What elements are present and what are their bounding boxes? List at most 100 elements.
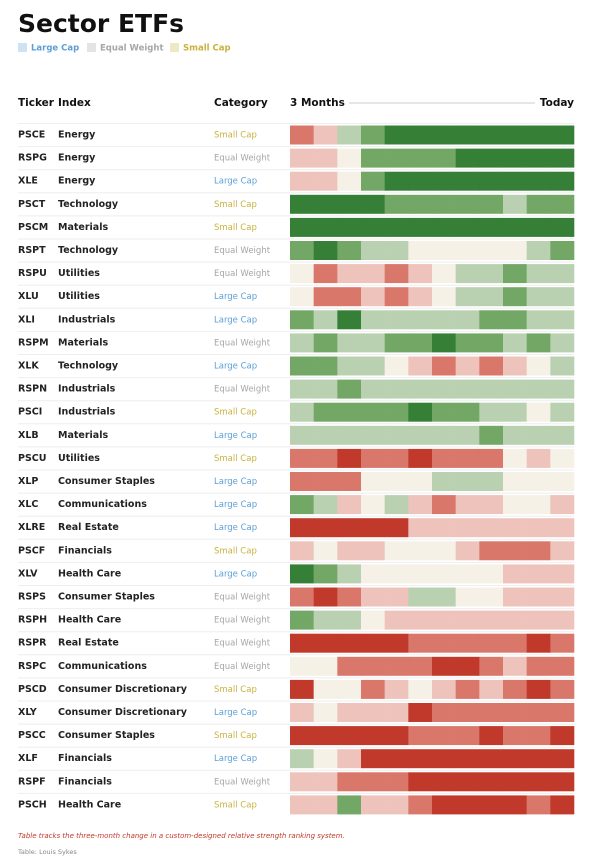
heat-cell: [455, 795, 480, 815]
category: Large Cap: [214, 500, 257, 510]
heat-cell: [361, 171, 385, 191]
heat-cell: [455, 356, 480, 376]
category: Equal Weight: [214, 269, 271, 279]
column-header: 3 Months: [290, 97, 345, 109]
heat-cell: [455, 125, 480, 145]
heat-cell: [361, 749, 385, 769]
heat-cell: [384, 472, 409, 491]
ticker: XLC: [18, 499, 38, 510]
ticker: PSCU: [18, 453, 47, 464]
ticker: XLE: [18, 176, 38, 187]
heat-cell: [337, 148, 362, 168]
category: Small Cap: [214, 731, 257, 741]
heat-cell: [337, 656, 362, 676]
category: Large Cap: [214, 177, 257, 187]
heat-cell: [432, 379, 456, 399]
heat-cell: [408, 610, 433, 630]
heat-cell: [313, 402, 338, 422]
heat-cell: [479, 703, 504, 722]
heat-cell: [408, 425, 433, 445]
category: Large Cap: [214, 477, 257, 487]
heat-cell: [432, 425, 456, 445]
heat-cell: [526, 633, 551, 653]
heat-cell: [290, 310, 314, 330]
heat-cell: [432, 749, 456, 769]
heat-cell: [550, 333, 575, 353]
heat-cell: [503, 772, 527, 792]
heat-cell: [455, 194, 480, 214]
heat-cell: [313, 656, 338, 676]
heat-cell: [361, 425, 385, 445]
heat-cell: [479, 679, 504, 699]
category: Large Cap: [214, 315, 257, 325]
heat-cell: [503, 125, 527, 145]
heat-cell: [361, 264, 385, 284]
heat-cell: [408, 125, 433, 145]
heat-cell: [408, 287, 433, 307]
category: Small Cap: [214, 800, 257, 810]
heat-cell: [455, 495, 480, 515]
heat-cell: [337, 472, 362, 491]
heat-cell: [408, 194, 433, 214]
heat-cell: [503, 564, 527, 584]
heat-cell: [361, 125, 385, 145]
heat-cell: [479, 310, 504, 330]
heat-cell: [455, 379, 480, 399]
ticker: PSCT: [18, 199, 46, 210]
heat-cell: [384, 564, 409, 584]
heat-cell: [384, 495, 409, 515]
heat-cell: [408, 541, 433, 561]
category: Large Cap: [214, 362, 257, 372]
heat-cell: [337, 379, 362, 399]
heat-cell: [290, 633, 314, 653]
heat-cell: [361, 402, 385, 422]
heat-cell: [455, 217, 480, 237]
index-name: Health Care: [58, 799, 121, 810]
category: Small Cap: [214, 454, 257, 464]
heat-cell: [550, 587, 575, 607]
heat-cell: [361, 379, 385, 399]
heat-cell: [313, 241, 338, 260]
heat-cell: [408, 472, 433, 491]
heat-cell: [550, 448, 575, 468]
heat-cell: [361, 772, 385, 792]
heat-cell: [479, 402, 504, 422]
heat-cell: [550, 287, 575, 307]
index-name: Technology: [58, 199, 119, 210]
heat-cell: [337, 171, 362, 191]
heat-cell: [313, 726, 338, 746]
heat-cell: [550, 310, 575, 330]
heat-cell: [290, 402, 314, 422]
heat-cell: [479, 125, 504, 145]
category: Small Cap: [214, 131, 257, 141]
heat-cell: [526, 679, 551, 699]
heat-cell: [361, 217, 385, 237]
index-name: Technology: [58, 361, 119, 372]
index-name: Energy: [58, 153, 96, 164]
heat-cell: [432, 726, 456, 746]
heat-cell: [503, 148, 527, 168]
heat-cell: [313, 333, 338, 353]
heat-cell: [479, 495, 504, 515]
category: Large Cap: [214, 754, 257, 764]
heat-cell: [432, 171, 456, 191]
category: Equal Weight: [214, 246, 271, 256]
heat-cell: [408, 356, 433, 376]
ticker: RSPS: [18, 592, 46, 603]
heat-cell: [550, 495, 575, 515]
heat-cell: [455, 241, 480, 260]
ticker: XLB: [18, 430, 39, 441]
heat-cell: [479, 356, 504, 376]
heat-cell: [290, 356, 314, 376]
heat-cell: [550, 194, 575, 214]
heat-cell: [290, 148, 314, 168]
heat-cell: [432, 333, 456, 353]
heat-cell: [479, 633, 504, 653]
heat-cell: [384, 610, 409, 630]
heat-cell: [526, 356, 551, 376]
heat-cell: [384, 356, 409, 376]
category: Equal Weight: [214, 154, 271, 164]
heat-cell: [290, 217, 314, 237]
heat-cell: [503, 749, 527, 769]
heat-cell: [313, 587, 338, 607]
